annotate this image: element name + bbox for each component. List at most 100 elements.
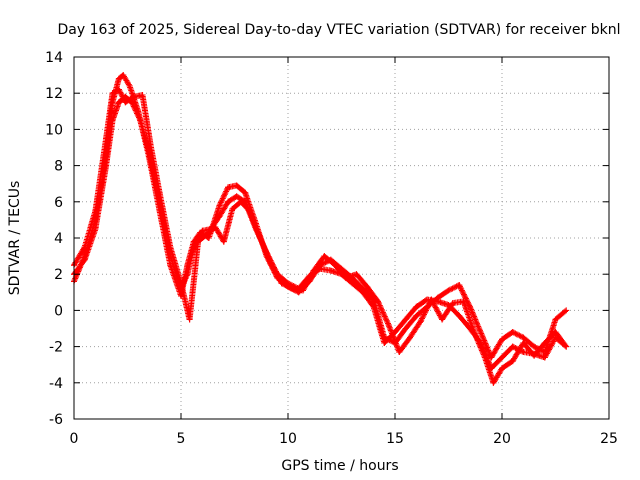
data-point: [406, 334, 413, 341]
data-point: [220, 238, 227, 245]
data-point: [289, 285, 296, 292]
data-point: [490, 379, 497, 386]
data-point: [541, 339, 548, 346]
data-point: [434, 298, 441, 305]
data-point: [184, 271, 191, 278]
data-point: [481, 354, 488, 361]
data-point: [456, 282, 463, 289]
data-point: [531, 352, 538, 359]
data-point: [531, 343, 538, 350]
data-point: [299, 287, 306, 294]
data-point: [327, 267, 334, 274]
data-point: [359, 289, 366, 296]
data-point: [229, 206, 236, 213]
x-tick-label: 5: [177, 431, 186, 447]
data-point: [445, 287, 452, 294]
data-point: [477, 329, 484, 336]
data-point: [520, 349, 527, 356]
series-track-2: [71, 93, 570, 372]
data-point: [92, 207, 99, 214]
data-point: [139, 92, 146, 99]
data-point: [156, 189, 163, 196]
data-point: [225, 198, 232, 205]
data-markers: [71, 93, 568, 372]
data-point: [349, 280, 356, 287]
data-point: [439, 316, 446, 323]
data-point: [237, 198, 244, 205]
data-point: [137, 117, 144, 124]
data-point: [92, 225, 99, 232]
data-point: [499, 365, 505, 372]
data-point: [413, 303, 420, 310]
data-point: [385, 321, 392, 328]
data-point: [552, 316, 559, 323]
data-point: [233, 193, 240, 200]
axis-ticks: 0 5 10 15 20 25 -6 -4 -2 0 2 4 6 8 10 12 14: [45, 50, 618, 447]
x-tick-label: 15: [386, 431, 404, 447]
data-point: [317, 265, 324, 272]
data-point: [402, 325, 409, 332]
data-point: [499, 336, 505, 343]
data-point: [278, 280, 285, 287]
data-point: [364, 283, 371, 290]
data-point: [126, 82, 133, 89]
x-tick-label: 25: [600, 431, 618, 447]
data-point: [178, 280, 184, 287]
data-point: [216, 213, 223, 220]
grid-lines: [74, 57, 609, 419]
data-point: [242, 189, 249, 196]
data-point: [428, 296, 435, 303]
data-point: [186, 316, 193, 323]
x-axis-label: GPS time / hours: [281, 458, 398, 474]
y-tick-label: 6: [54, 195, 63, 211]
data-point: [541, 354, 548, 361]
data-point: [203, 231, 210, 238]
data-point: [509, 329, 516, 336]
data-point: [225, 184, 232, 191]
data-point: [520, 339, 527, 346]
data-point: [381, 339, 388, 346]
data-point: [246, 207, 253, 214]
data-point: [199, 227, 206, 234]
data-point: [167, 244, 174, 251]
data-point: [81, 244, 88, 251]
data-point: [471, 329, 478, 336]
data-point: [413, 312, 420, 319]
y-tick-label: 14: [45, 50, 63, 66]
x-tick-label: 20: [493, 431, 511, 447]
data-point: [402, 316, 409, 323]
data-point: [552, 329, 559, 336]
y-tick-label: -6: [49, 412, 63, 428]
y-tick-label: 8: [54, 159, 63, 175]
y-axis-label: SDTVAR / TECUs: [7, 181, 23, 296]
y-tick-label: 2: [54, 267, 63, 283]
data-point: [216, 202, 223, 209]
data-point: [115, 99, 122, 106]
series-track-3: [71, 86, 570, 386]
data-point: [321, 253, 328, 260]
data-point: [103, 135, 110, 142]
data-point: [396, 349, 403, 356]
data-point: [509, 358, 516, 365]
data-point: [456, 312, 463, 319]
data-point: [115, 86, 122, 93]
data-point: [417, 318, 424, 325]
y-tick-label: 4: [54, 231, 63, 247]
y-tick-label: 10: [45, 122, 63, 138]
data-point: [499, 354, 505, 361]
data-point: [120, 72, 127, 79]
data-point: [342, 274, 349, 281]
data-point: [148, 144, 155, 151]
data-point: [310, 267, 317, 274]
data-point: [509, 343, 516, 350]
data-point: [267, 260, 274, 267]
data-point: [563, 307, 570, 314]
chart-title: Day 163 of 2025, Sidereal Day-to-day VTE…: [58, 22, 621, 38]
data-point: [353, 271, 360, 278]
data-point: [370, 303, 377, 310]
data-point: [520, 334, 527, 341]
data-point: [257, 235, 264, 241]
data-point: [195, 238, 202, 245]
data-point: [205, 235, 212, 241]
